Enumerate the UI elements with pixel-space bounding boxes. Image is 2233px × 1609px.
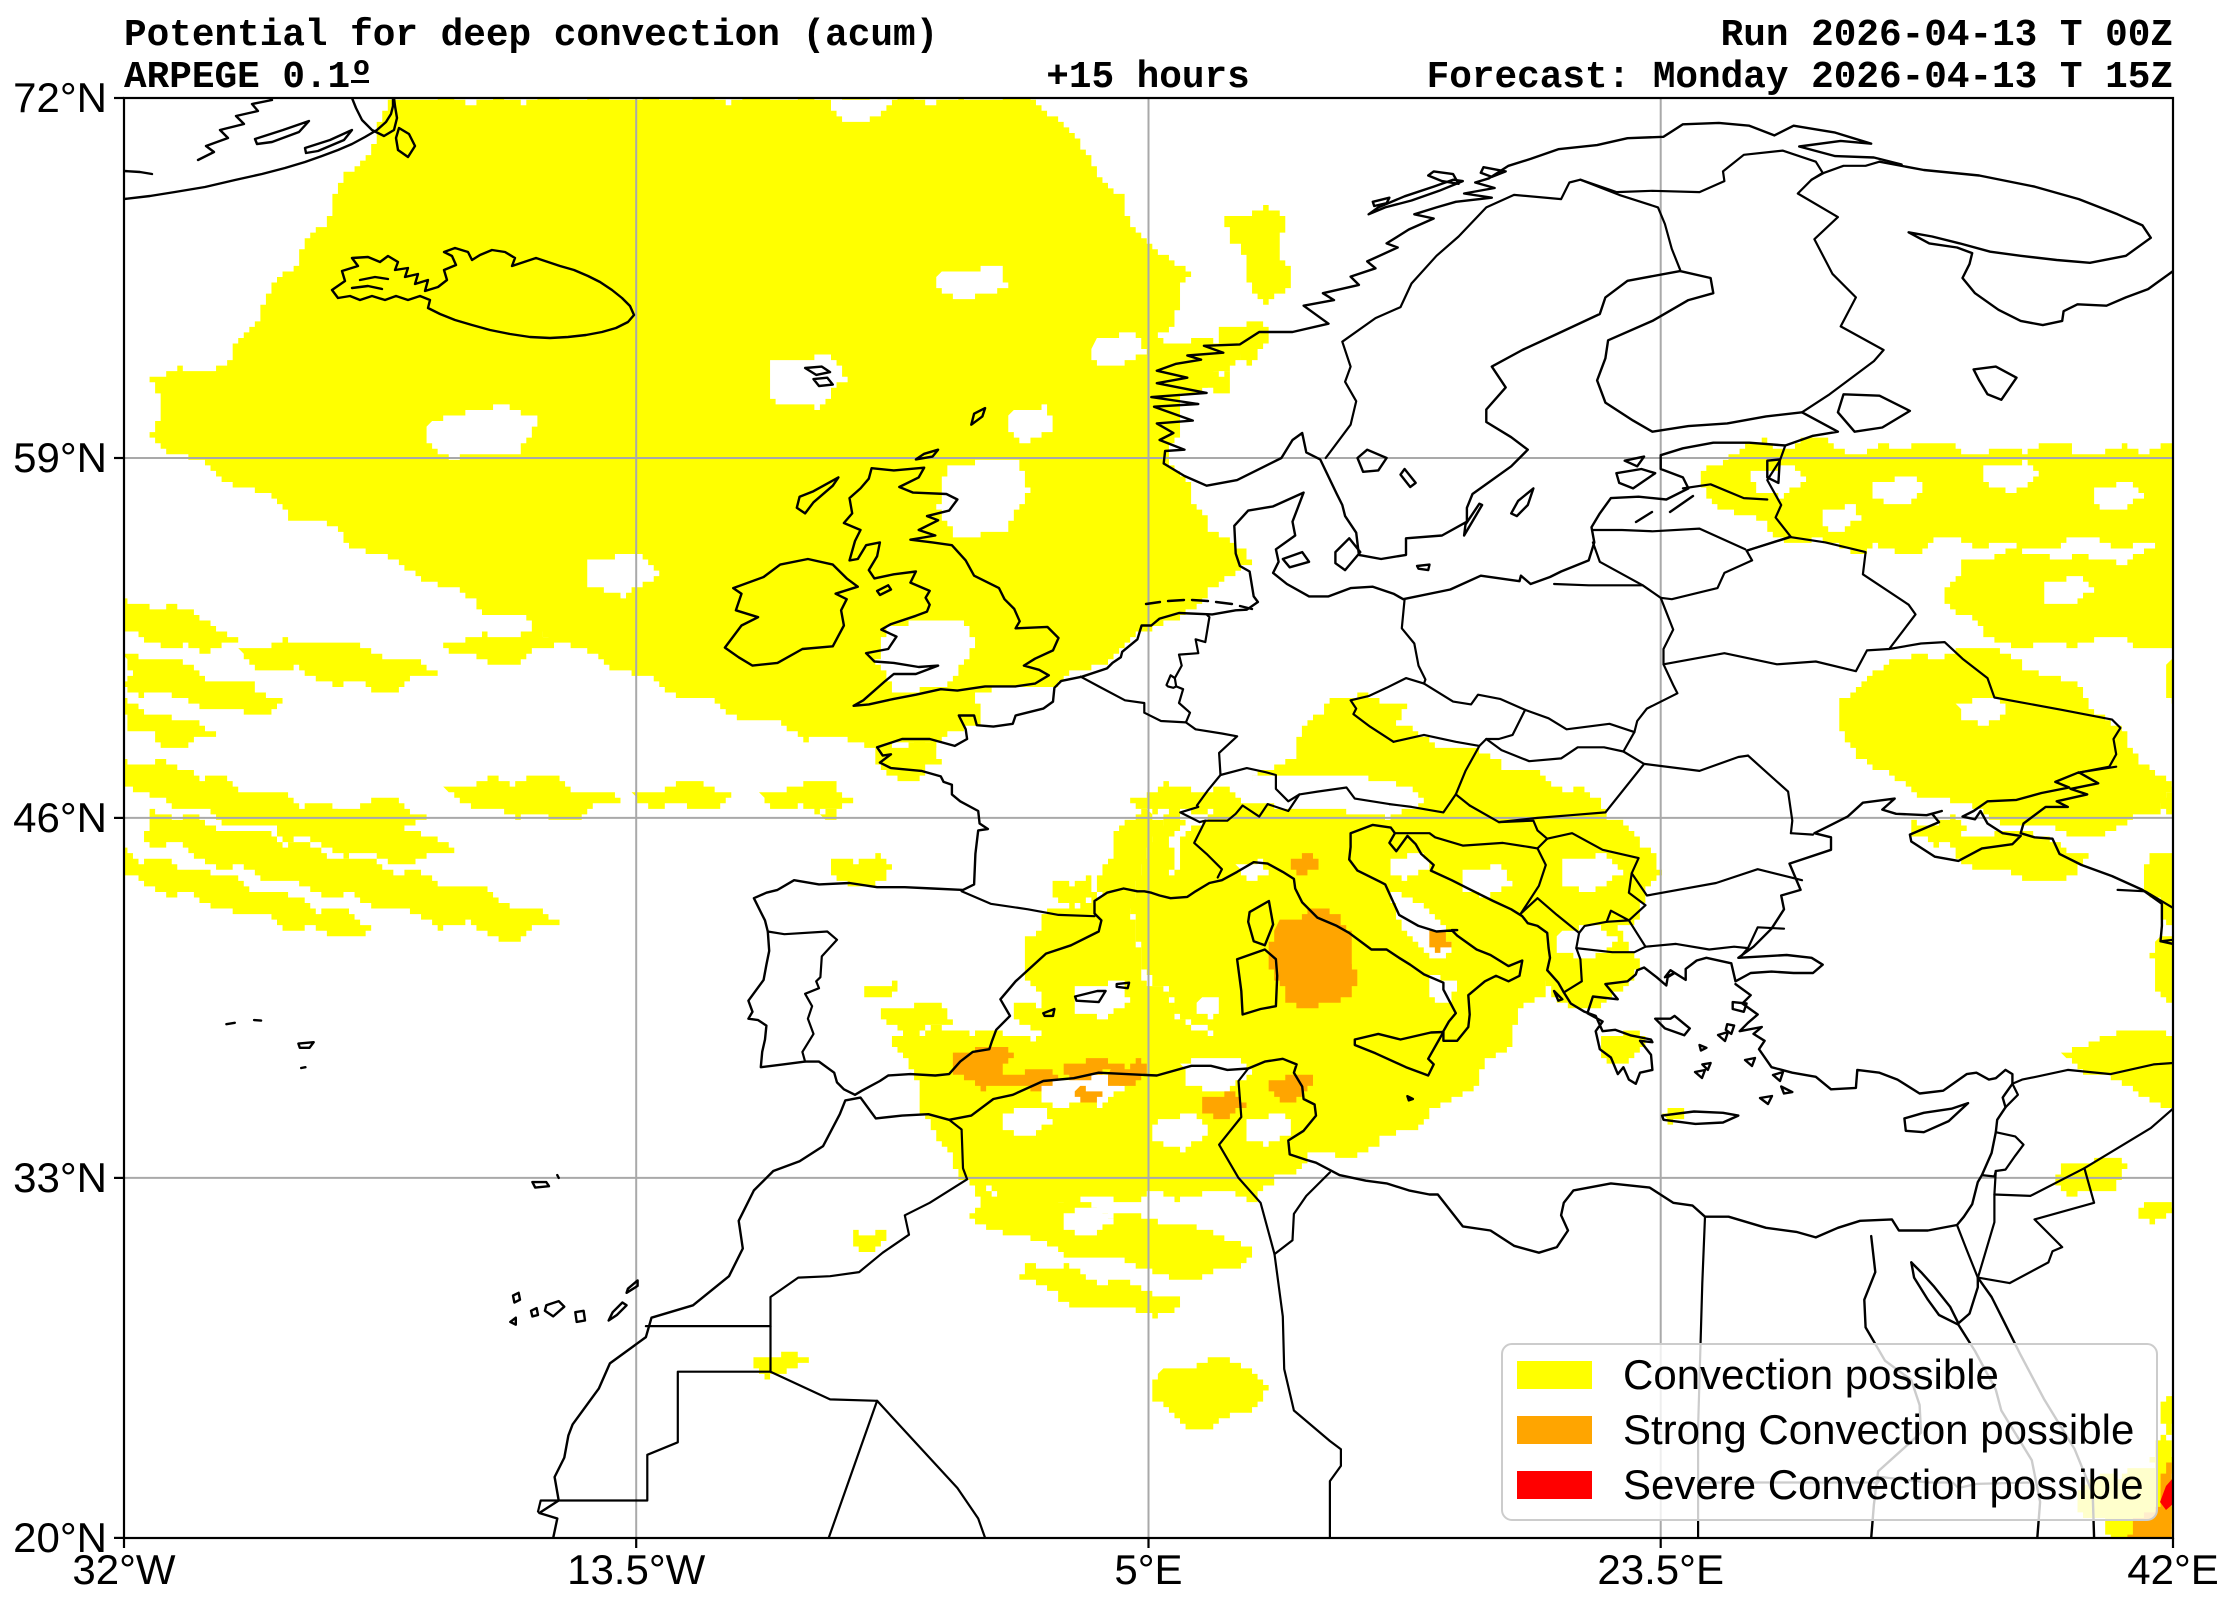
svg-text:5°E: 5°E xyxy=(1114,1546,1182,1593)
svg-text:42°E: 42°E xyxy=(2127,1546,2219,1593)
svg-text:+15 hours: +15 hours xyxy=(1046,57,1250,99)
svg-text:Forecast: Monday 2026-04-13 T: Forecast: Monday 2026-04-13 T 15Z xyxy=(1427,57,2173,99)
svg-text:Severe Convection possible: Severe Convection possible xyxy=(1623,1461,2144,1508)
svg-text:Potential for deep convection: Potential for deep convection (acum) xyxy=(124,15,938,57)
svg-text:Convection possible: Convection possible xyxy=(1623,1351,1999,1398)
svg-text:72°N: 72°N xyxy=(13,74,107,121)
svg-text:23.5°E: 23.5°E xyxy=(1597,1546,1724,1593)
svg-text:20°N: 20°N xyxy=(13,1514,107,1561)
svg-text:32°W: 32°W xyxy=(72,1546,176,1593)
svg-text:33°N: 33°N xyxy=(13,1154,107,1201)
svg-text:ARPEGE 0.1º: ARPEGE 0.1º xyxy=(124,57,373,99)
svg-text:13.5°W: 13.5°W xyxy=(567,1546,706,1593)
svg-text:Strong Convection possible: Strong Convection possible xyxy=(1623,1406,2134,1453)
svg-text:46°N: 46°N xyxy=(13,794,107,841)
svg-text:59°N: 59°N xyxy=(13,434,107,481)
svg-text:Run 2026-04-13 T 00Z: Run 2026-04-13 T 00Z xyxy=(1721,15,2173,57)
